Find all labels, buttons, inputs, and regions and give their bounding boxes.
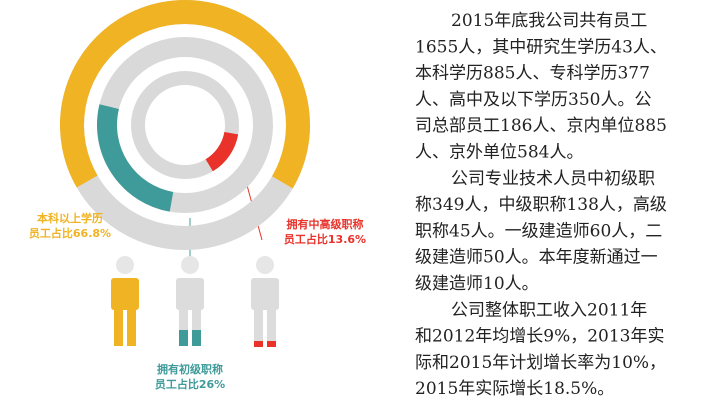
paragraph-line: 公司整体职工收入2011年 [451,300,647,320]
paragraph-line: 公司专业技术人员中初级职 [451,169,655,189]
paragraph-line: 司总部员工186人、京内单位885 [415,116,667,136]
label-name: 拥有初级职称 [157,362,223,376]
label-name: 本科以上学历 [37,211,103,225]
paragraph-line: 和2012年均增长9%，2013年实 [415,327,665,347]
ring-arc [205,131,239,172]
ring-track [131,71,239,179]
paragraph-line: 人、京外单位584人。 [415,143,583,163]
label-value: 员工占比13.6% [284,232,366,246]
paragraph-line: 级建造师50人。本年度新通过一 [415,248,658,268]
paragraph-line: 1655人，其中研究生学历43人、 [415,37,667,57]
person-icon [176,256,204,346]
label-name: 拥有中高级职称 [287,217,364,231]
paragraph-line: 级建造师10人。 [415,274,539,294]
paragraph-line: 2015年底我公司共有员工 [451,11,647,31]
paragraph-line: 称349人，中级职称138人，高级 [415,195,667,215]
paragraph-line: 2015年实际增长18.5%。 [415,379,614,399]
paragraph-line: 职称45人。一级建造师60人，二 [415,221,662,241]
person-icon [251,256,279,347]
ring-arc [97,104,174,212]
ring-arc [60,0,310,189]
label-value: 员工占比66.8% [29,226,111,240]
paragraph-line: 本科学历885人、专科学历377 [415,64,650,84]
person-icon [111,256,139,346]
label-value: 员工占比26% [155,377,225,391]
paragraph-line: 际和2015年计划增长率为10%， [415,353,666,373]
paragraph-line: 人、高中及以下学历350人。公 [415,90,651,110]
